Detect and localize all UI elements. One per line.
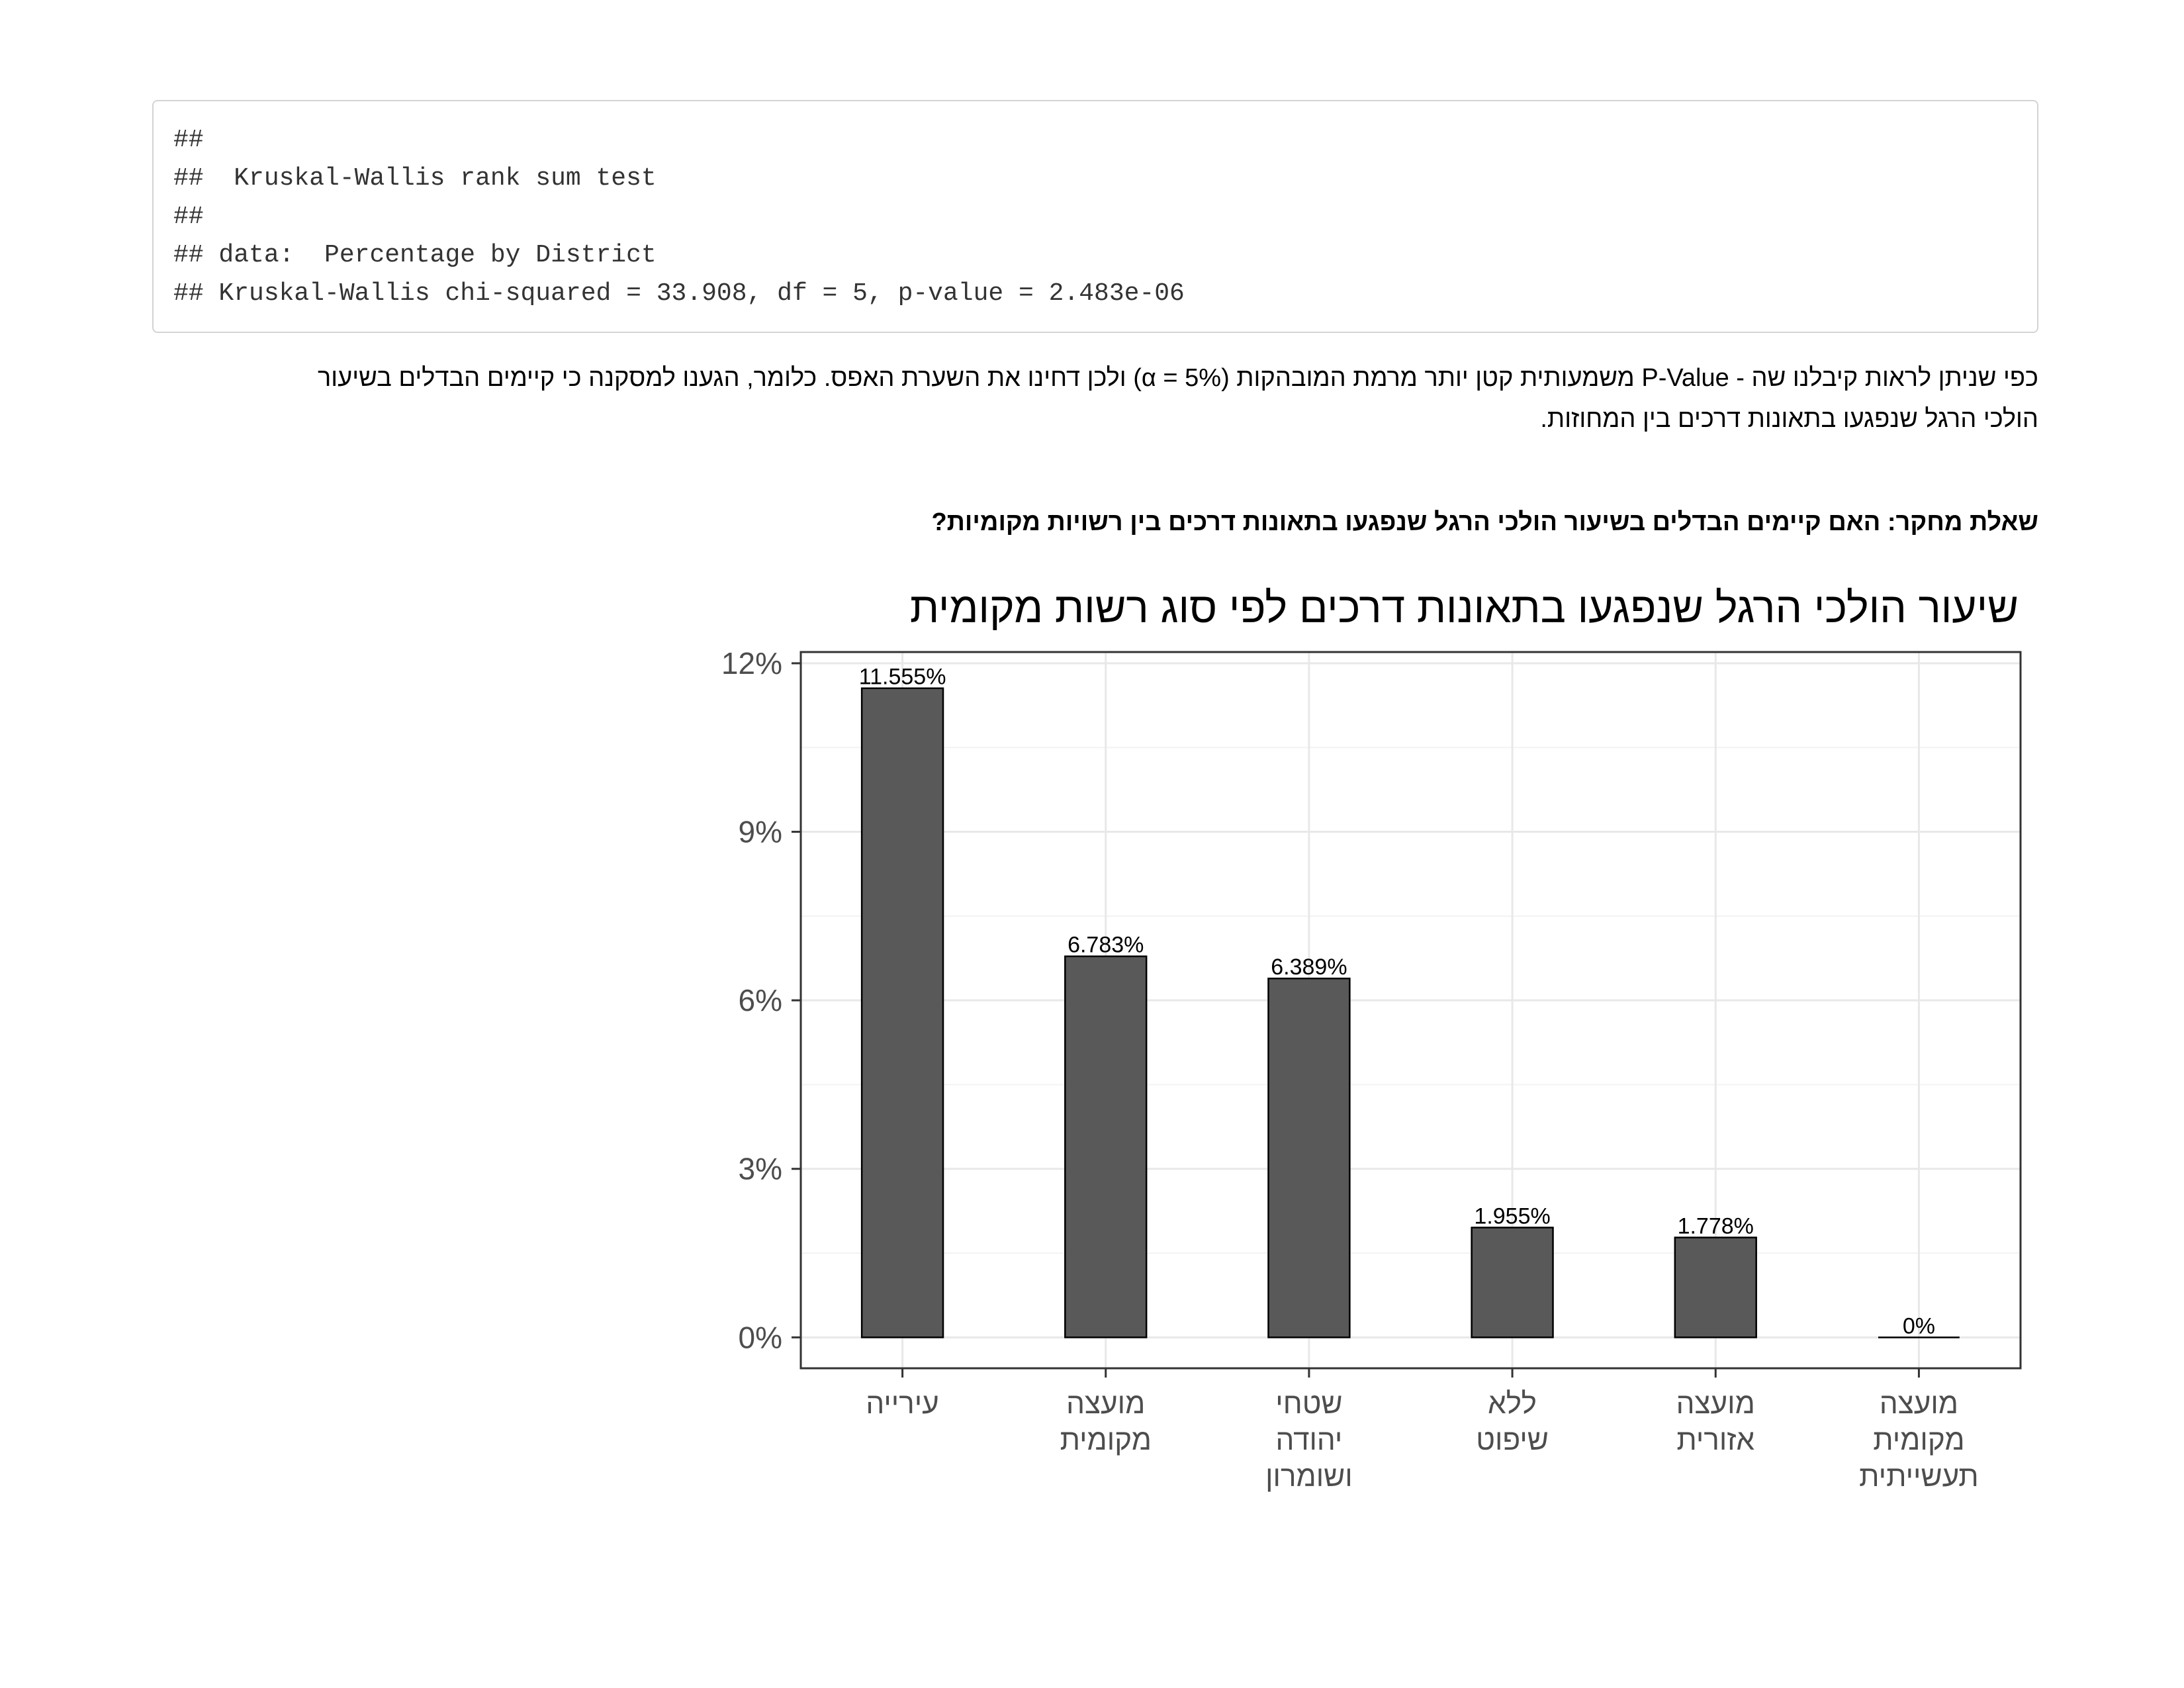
bar — [1064, 955, 1148, 1338]
chart-value-labels: 11.555% 6.783% 6.389% 1.955% 1.778% 0% — [859, 665, 1935, 1339]
x-tick-label: תעשייתית — [1859, 1460, 1979, 1493]
code-line: ## data: Percentage by District — [173, 241, 657, 269]
bar-value-label: 11.555% — [859, 665, 946, 690]
bar — [1674, 1237, 1757, 1338]
y-tick-label: 9% — [739, 815, 782, 849]
bar-value-label: 1.955% — [1474, 1203, 1550, 1229]
x-tick-label: שיפוט — [1476, 1424, 1549, 1456]
chart-axes: 0% 3% 6% 9% 12% עירייה מועצה מקומית שטחי יהודה ושו… — [721, 646, 1979, 1493]
code-line: ## — [173, 203, 204, 231]
bar-value-label: 1.778% — [1678, 1213, 1754, 1239]
x-tick-label: אזורית — [1676, 1424, 1754, 1456]
bar-value-label: 6.389% — [1271, 955, 1347, 980]
y-tick-label: 3% — [739, 1152, 782, 1186]
bar — [1267, 977, 1351, 1338]
y-tick-label: 0% — [739, 1320, 782, 1354]
x-tick-label: שטחי — [1275, 1387, 1342, 1420]
x-tick-label: ושומרון — [1265, 1460, 1353, 1493]
x-tick-label: מקומית — [1060, 1424, 1152, 1456]
bar — [860, 687, 944, 1338]
conclusion-line-2: הולכי הרגל שנפגעו בתאונות דרכים בין המחו… — [1540, 405, 2038, 433]
conclusion-paragraph: כפי שניתן לראות קיבלנו שה - P-Value משמע… — [152, 357, 2038, 440]
x-tick-label: מועצה — [1066, 1387, 1145, 1420]
chart-grid — [801, 652, 2021, 1368]
x-tick-label: מועצה — [1880, 1387, 1958, 1420]
code-line: ## — [173, 126, 204, 154]
bar-value-label: 6.783% — [1068, 933, 1144, 958]
x-tick-label: מועצה — [1676, 1387, 1755, 1420]
x-tick-label: יהודה — [1276, 1424, 1343, 1456]
code-output-block: ## ## Kruskal-Wallis rank sum test ## ##… — [152, 100, 2038, 333]
x-tick-label: מקומית — [1873, 1424, 1964, 1456]
bar — [1471, 1227, 1554, 1338]
code-line: ## Kruskal-Wallis chi-squared = 33.908, … — [173, 279, 1185, 308]
chart-panel-border — [799, 651, 2022, 1370]
bar-value-label: 0% — [1903, 1313, 1935, 1338]
chart-title: שיעור הולכי הרגל שנפגעו בתאונות דרכים לפ… — [910, 584, 2019, 632]
y-tick-label: 6% — [739, 983, 782, 1017]
x-tick-label: ללא — [1488, 1387, 1537, 1420]
conclusion-line-1: כפי שניתן לראות קיבלנו שה - P-Value משמע… — [317, 364, 2038, 392]
x-tick-label: עירייה — [866, 1387, 938, 1420]
code-line: ## Kruskal-Wallis rank sum test — [173, 164, 657, 193]
y-tick-label: 12% — [721, 646, 782, 680]
research-question: שאלת מחקר: האם קיימים הבדלים בשיעור הולכ… — [931, 508, 2038, 536]
chart-bars — [860, 687, 1960, 1338]
